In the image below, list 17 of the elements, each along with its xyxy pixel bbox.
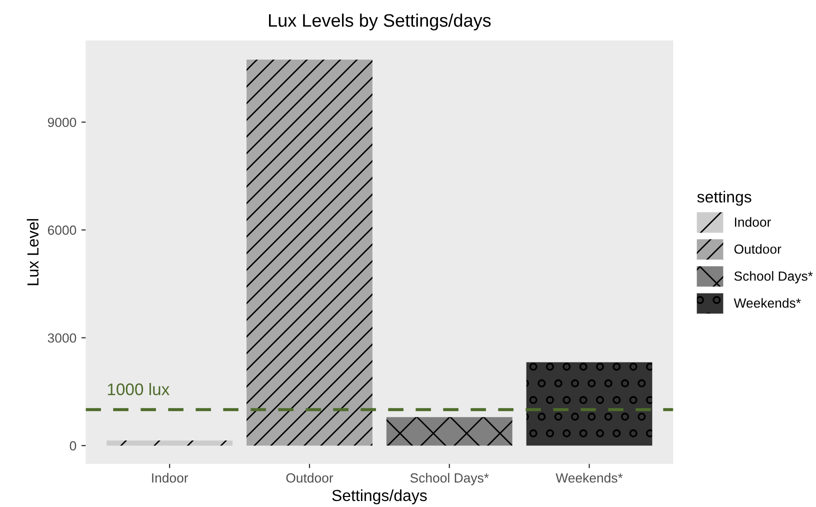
legend-title: settings bbox=[697, 190, 752, 206]
x-tick-label: Weekends* bbox=[556, 472, 623, 483]
x-tick-label: Outdoor bbox=[286, 472, 334, 483]
y-axis-title: Lux Level bbox=[26, 219, 39, 286]
legend-label: Weekends* bbox=[734, 298, 801, 308]
x-tick-label: Indoor bbox=[152, 472, 188, 483]
y-tick-label: 3000 bbox=[48, 333, 76, 343]
x-axis-title: Settings/days bbox=[332, 489, 427, 504]
legend-label: Outdoor bbox=[734, 244, 782, 254]
ref-line-label: 1000 lux bbox=[108, 382, 170, 396]
legend-label: Indoor bbox=[734, 217, 771, 227]
x-tick-label: School Days* bbox=[410, 472, 489, 486]
legend-label: School Days* bbox=[734, 271, 813, 284]
y-tick-label: 6000 bbox=[48, 226, 76, 235]
y-tick-label: 9000 bbox=[48, 118, 76, 128]
chart-title: Lux Levels by Settings/days bbox=[269, 14, 491, 30]
y-tick-label: 0 bbox=[70, 441, 76, 450]
